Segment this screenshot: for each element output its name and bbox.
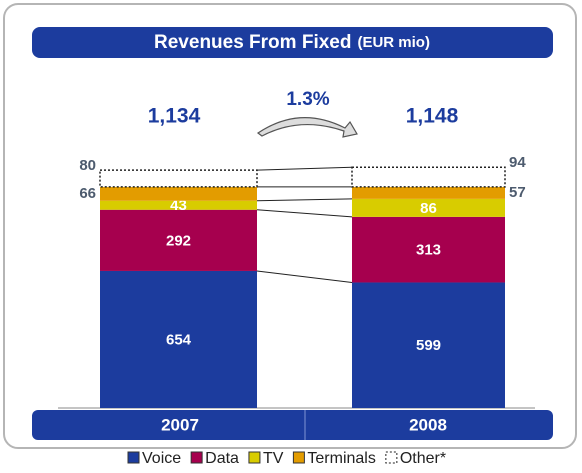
bar-segment	[100, 200, 257, 210]
other-segment	[99, 169, 258, 188]
x-tick-label: 2008	[409, 415, 447, 434]
bar-segment	[352, 198, 505, 217]
bar-segment	[100, 270, 257, 408]
bar-segment	[352, 186, 505, 199]
chart-title: Revenues From Fixed	[154, 32, 351, 53]
data-label: 599	[416, 337, 441, 354]
connector	[256, 166, 353, 171]
growth-arrow	[256, 117, 358, 138]
bar-segment	[352, 282, 505, 408]
bar-segment	[352, 216, 505, 283]
data-label: 43	[170, 197, 187, 214]
data-label: 80	[79, 157, 96, 174]
bar-segment	[100, 186, 257, 201]
category-banner	[32, 410, 553, 440]
legend-swatch	[190, 451, 203, 464]
legend-label: Terminals	[307, 450, 375, 467]
legend-label: TV	[263, 450, 284, 467]
bar-segment	[100, 209, 257, 271]
data-label: 313	[416, 242, 441, 259]
legend-swatch	[127, 451, 140, 464]
legend-label: Voice	[142, 450, 181, 467]
data-label: 66	[79, 185, 96, 202]
connector	[256, 209, 353, 218]
legend-swatch	[292, 451, 305, 464]
chart-subtitle: (EUR mio)	[357, 34, 430, 51]
data-label: 86	[420, 200, 437, 217]
title-banner	[32, 27, 553, 58]
legend-label: Other*	[400, 450, 446, 467]
total-label: 1,148	[406, 105, 459, 128]
legend-swatch	[248, 451, 261, 464]
title-group: Revenues From Fixed (EUR mio)	[154, 32, 430, 53]
connector	[256, 270, 353, 283]
growth-label: 1.3%	[286, 89, 329, 110]
total-label: 1,134	[148, 105, 201, 128]
data-label: 292	[166, 232, 191, 249]
data-label: 94	[509, 154, 526, 171]
legend-label: Data	[205, 450, 239, 467]
legend-swatch	[385, 451, 398, 464]
x-tick-label: 2007	[161, 415, 199, 434]
other-segment	[351, 166, 506, 188]
connector	[256, 198, 353, 202]
frame	[3, 3, 577, 449]
data-label: 57	[509, 184, 526, 201]
data-label: 654	[166, 331, 192, 348]
